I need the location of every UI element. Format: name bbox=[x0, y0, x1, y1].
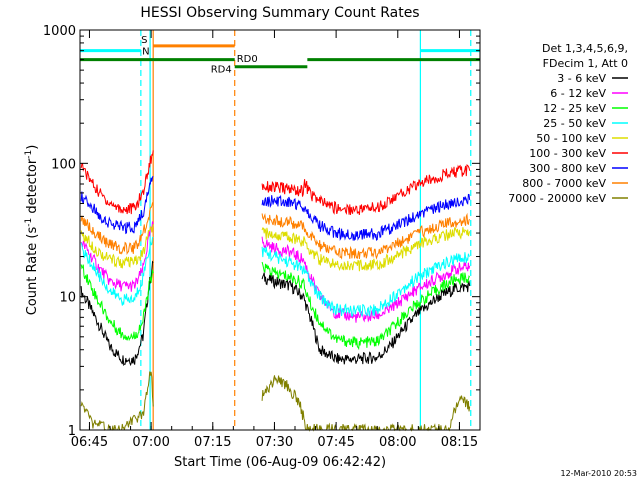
series-line-5-1 bbox=[261, 164, 471, 216]
series-line-3-1 bbox=[261, 246, 471, 318]
series-line-7-1 bbox=[261, 212, 471, 260]
legend-label-0: 3 - 6 keV bbox=[557, 72, 606, 85]
legend-header-0: Det 1,3,4,5,6,9, bbox=[542, 42, 628, 55]
legend-label-1: 6 - 12 keV bbox=[550, 87, 606, 100]
legend-label-8: 7000 - 20000 keV bbox=[508, 192, 606, 205]
series-line-4-1 bbox=[261, 227, 471, 272]
y-axis-label-sup: -1 bbox=[24, 218, 34, 227]
legend-label-4: 50 - 100 keV bbox=[536, 132, 606, 145]
series-line-2-0 bbox=[80, 264, 154, 342]
legend-label-5: 100 - 300 keV bbox=[529, 147, 606, 160]
series-line-2-1 bbox=[261, 261, 471, 351]
state-bar-label-2: N bbox=[142, 46, 149, 57]
y-tick-label-3: 1000 bbox=[43, 24, 76, 39]
state-bar-label-5: RD0 bbox=[237, 54, 258, 65]
plot-frame bbox=[79, 29, 481, 431]
y-axis-label-end: ) bbox=[25, 145, 40, 150]
chart-title: HESSI Observing Summary Count Rates bbox=[140, 5, 419, 21]
series-group bbox=[80, 150, 471, 432]
x-tick-label-1: 07:00 bbox=[132, 435, 169, 450]
x-tick-label-6: 08:15 bbox=[441, 435, 478, 450]
state-bar-label-1: S bbox=[141, 35, 147, 46]
x-tick-label-3: 07:30 bbox=[256, 435, 293, 450]
x-tick-label-0: 06:45 bbox=[71, 435, 108, 450]
state-bars: SN RD4 RD0 bbox=[80, 35, 480, 76]
series-line-5-0 bbox=[80, 150, 154, 215]
y-tick-label-0: 1 bbox=[68, 424, 76, 439]
y-tick-label-1: 10 bbox=[59, 291, 76, 306]
legend-label-3: 25 - 50 keV bbox=[543, 117, 606, 130]
x-tick-label-5: 08:00 bbox=[379, 435, 416, 450]
state-bar-label-4: RD4 bbox=[211, 65, 232, 76]
x-tick-label-4: 07:45 bbox=[317, 435, 354, 450]
y-axis-label-tail: detector bbox=[25, 158, 40, 218]
series-line-4-0 bbox=[80, 224, 154, 269]
legend-label-7: 800 - 7000 keV bbox=[522, 177, 606, 190]
series-line-0-1 bbox=[261, 272, 471, 365]
series-line-6-1 bbox=[261, 193, 471, 241]
footer-date: 12-Mar-2010 20:53 bbox=[561, 469, 638, 478]
y-tick-label-2: 100 bbox=[51, 157, 76, 172]
x-axis-label: Start Time (06-Aug-09 06:42:42) bbox=[174, 455, 386, 470]
y-axis-label-main: Count Rate (s bbox=[25, 227, 40, 316]
axes-group: 06:45 07:00 07:15 07:30 07:45 08:00 08:15 1 10 10… bbox=[43, 24, 481, 450]
series-line-6-0 bbox=[80, 175, 154, 235]
series-line-1-0 bbox=[80, 221, 154, 292]
series-line-1-1 bbox=[261, 236, 471, 323]
legend-header-1: FDecim 1, Att 0 bbox=[543, 57, 628, 70]
y-axis-label: Count Rate (s-1 detector-1) bbox=[24, 145, 40, 316]
legend-label-2: 12 - 25 keV bbox=[543, 102, 606, 115]
legend: Det 1,3,4,5,6,9, FDecim 1, Att 0 3 - 6 keV… bbox=[508, 42, 628, 205]
series-line-7-0 bbox=[80, 202, 154, 256]
x-tick-label-2: 07:15 bbox=[194, 435, 231, 450]
series-line-0-0 bbox=[80, 260, 154, 367]
series-line-3-0 bbox=[80, 236, 154, 306]
legend-label-6: 300 - 800 keV bbox=[529, 162, 606, 175]
y-axis-label-sup2: -1 bbox=[24, 150, 34, 159]
